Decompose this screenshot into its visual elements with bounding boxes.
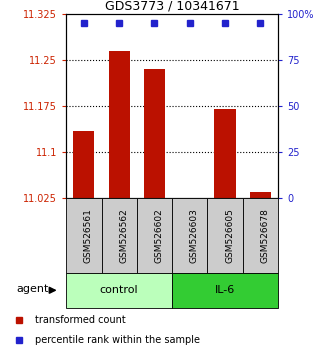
Text: GSM526562: GSM526562	[119, 208, 128, 263]
Text: GSM526602: GSM526602	[155, 208, 164, 263]
Text: IL-6: IL-6	[215, 285, 235, 295]
Text: agent: agent	[17, 284, 49, 293]
Bar	[243, 198, 278, 273]
Bar	[172, 198, 208, 273]
Text: GSM526605: GSM526605	[225, 208, 234, 263]
Bar	[66, 273, 172, 308]
Text: control: control	[100, 285, 138, 295]
Bar	[73, 131, 94, 198]
Bar	[214, 109, 236, 198]
Bar	[144, 69, 165, 198]
Title: GDS3773 / 10341671: GDS3773 / 10341671	[105, 0, 239, 13]
Bar	[172, 273, 278, 308]
Text: GSM526678: GSM526678	[260, 208, 269, 263]
Text: GSM526561: GSM526561	[84, 208, 93, 263]
Text: percentile rank within the sample: percentile rank within the sample	[35, 335, 200, 346]
Bar	[66, 198, 102, 273]
Bar	[208, 198, 243, 273]
Text: transformed count: transformed count	[35, 315, 125, 325]
Text: GSM526603: GSM526603	[190, 208, 199, 263]
Bar	[109, 51, 130, 198]
Bar	[102, 198, 137, 273]
Bar	[137, 198, 172, 273]
Bar	[250, 192, 271, 198]
